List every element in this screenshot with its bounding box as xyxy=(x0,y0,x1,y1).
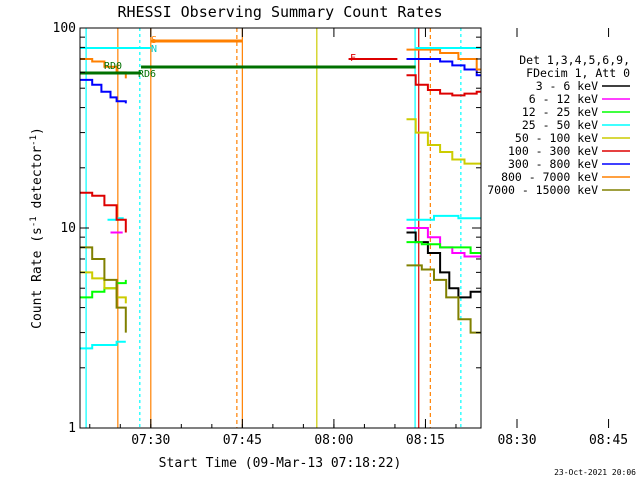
plot-area: 1 10 100 07:30 07:45 08:00 08:15 08:30 08:45 xyxy=(53,21,629,448)
x-tick-label: 08:15 xyxy=(406,433,445,448)
legend-entry-label: 50 - 100 keV xyxy=(515,131,598,145)
series-line xyxy=(406,58,481,77)
y-label-sup2: -1 xyxy=(29,135,39,146)
legend-entry-label: 7000 - 15000 keV xyxy=(487,183,598,197)
y-label-main: Count Rate (s xyxy=(30,227,45,329)
x-tick-label: 08:45 xyxy=(589,433,628,448)
series-line xyxy=(406,264,481,334)
y-label-mid: detector xyxy=(30,146,45,217)
y-tick-label: 1 xyxy=(68,421,76,436)
x-axis-ticks: 07:30 07:45 08:00 08:15 08:30 08:45 xyxy=(89,28,628,448)
generation-timestamp: 23-Oct-2021 20:06 xyxy=(554,468,636,477)
x-tick-label: 07:45 xyxy=(223,433,262,448)
series-line xyxy=(80,246,127,333)
y-axis-label: Count Rate (s-1 detector-1) xyxy=(29,127,45,329)
x-tick-label: 07:30 xyxy=(131,433,170,448)
legend-entry-label: 25 - 50 keV xyxy=(522,118,598,132)
legend-entry-label: 12 - 25 keV xyxy=(522,105,598,119)
series-line xyxy=(80,191,127,233)
legend-entry-label: 6 - 12 keV xyxy=(529,92,598,106)
annotation-rd0: RD0 xyxy=(104,61,122,72)
y-tick-label: 100 xyxy=(53,21,76,36)
annotation-n: N xyxy=(151,44,157,55)
annotation-s: S xyxy=(151,35,157,46)
y-label-sup1: -1 xyxy=(29,216,39,227)
series-line xyxy=(406,231,481,299)
y-tick-label: 10 xyxy=(60,221,76,236)
legend: Det 1,3,4,5,6,9, FDecim 1, Att 0 3 - 6 k… xyxy=(487,53,630,197)
series-line xyxy=(406,227,481,258)
legend-header-line-2: FDecim 1, Att 0 xyxy=(526,66,630,80)
series-line xyxy=(80,271,127,304)
x-axis-title: Start Time (09-Mar-13 07:18:22) xyxy=(159,456,402,471)
state-bars xyxy=(80,39,481,75)
legend-entry-label: 100 - 300 keV xyxy=(508,144,598,158)
annotation-rd6: RD6 xyxy=(138,69,156,80)
legend-entry-label: 3 - 6 keV xyxy=(536,79,598,93)
series-line xyxy=(406,48,481,71)
series-line xyxy=(406,118,481,165)
legend-header-line-1: Det 1,3,4,5,6,9, xyxy=(519,53,630,67)
y-axis-title: Count Rate (s-1 detector-1) xyxy=(29,127,45,329)
legend-entry-label: 300 - 800 keV xyxy=(508,157,598,171)
series-line xyxy=(80,78,127,104)
legend-entry-label: 800 - 7000 keV xyxy=(501,170,598,184)
chart-title: RHESSI Observing Summary Count Rates xyxy=(117,3,442,21)
annotations: S N RD0 RD6 F xyxy=(104,35,356,80)
y-axis-ticks: 1 10 100 xyxy=(53,21,481,436)
x-tick-label: 08:30 xyxy=(497,433,536,448)
x-tick-label: 08:00 xyxy=(314,433,353,448)
annotation-f: F xyxy=(350,53,356,64)
series-line xyxy=(406,241,481,254)
series-line xyxy=(80,340,126,350)
series-line xyxy=(406,214,481,221)
y-label-end: ) xyxy=(30,127,45,135)
series-line xyxy=(406,74,481,97)
